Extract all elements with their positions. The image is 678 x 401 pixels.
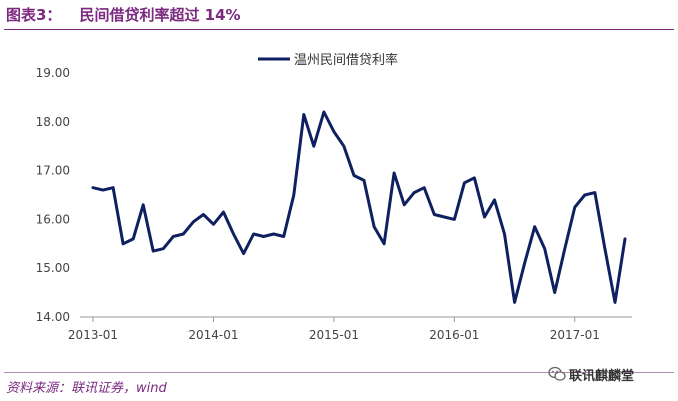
y-tick-label: 18.00 xyxy=(36,115,70,129)
y-tick-label: 17.00 xyxy=(36,164,70,178)
series-line xyxy=(91,110,627,304)
source-note: 资料来源：联讯证券，wind xyxy=(6,381,167,396)
y-tick-label: 15.00 xyxy=(36,261,70,275)
figure-title: 图表3： 民间借贷利率超过 14% xyxy=(6,4,241,25)
x-tick-label: 2016-01 xyxy=(429,328,479,342)
watermark-text: 联讯麒麟堂 xyxy=(569,368,635,384)
y-tick-label: 14.00 xyxy=(36,310,70,324)
x-tick-label: 2014-01 xyxy=(188,328,238,342)
y-tick-label: 16.00 xyxy=(36,212,70,226)
x-tick-label: 2015-01 xyxy=(309,328,359,342)
y-tick-label: 19.00 xyxy=(36,66,70,80)
footer-divider xyxy=(4,372,674,373)
figure-title-text: 民间借贷利率超过 14% xyxy=(79,6,241,24)
legend-label: 温州民间借贷利率 xyxy=(294,52,398,68)
figure-label: 图表3： xyxy=(6,6,62,24)
title-divider xyxy=(4,29,674,30)
line-chart: 14.00 15.00 16.00 17.00 18.00 19.00 2013-01 201… xyxy=(36,52,632,342)
x-tick-label: 2013-01 xyxy=(68,328,118,342)
x-tick-label: 2017-01 xyxy=(550,328,600,342)
wechat-icon xyxy=(548,366,566,381)
watermark: 联讯麒麟堂 xyxy=(548,365,674,384)
